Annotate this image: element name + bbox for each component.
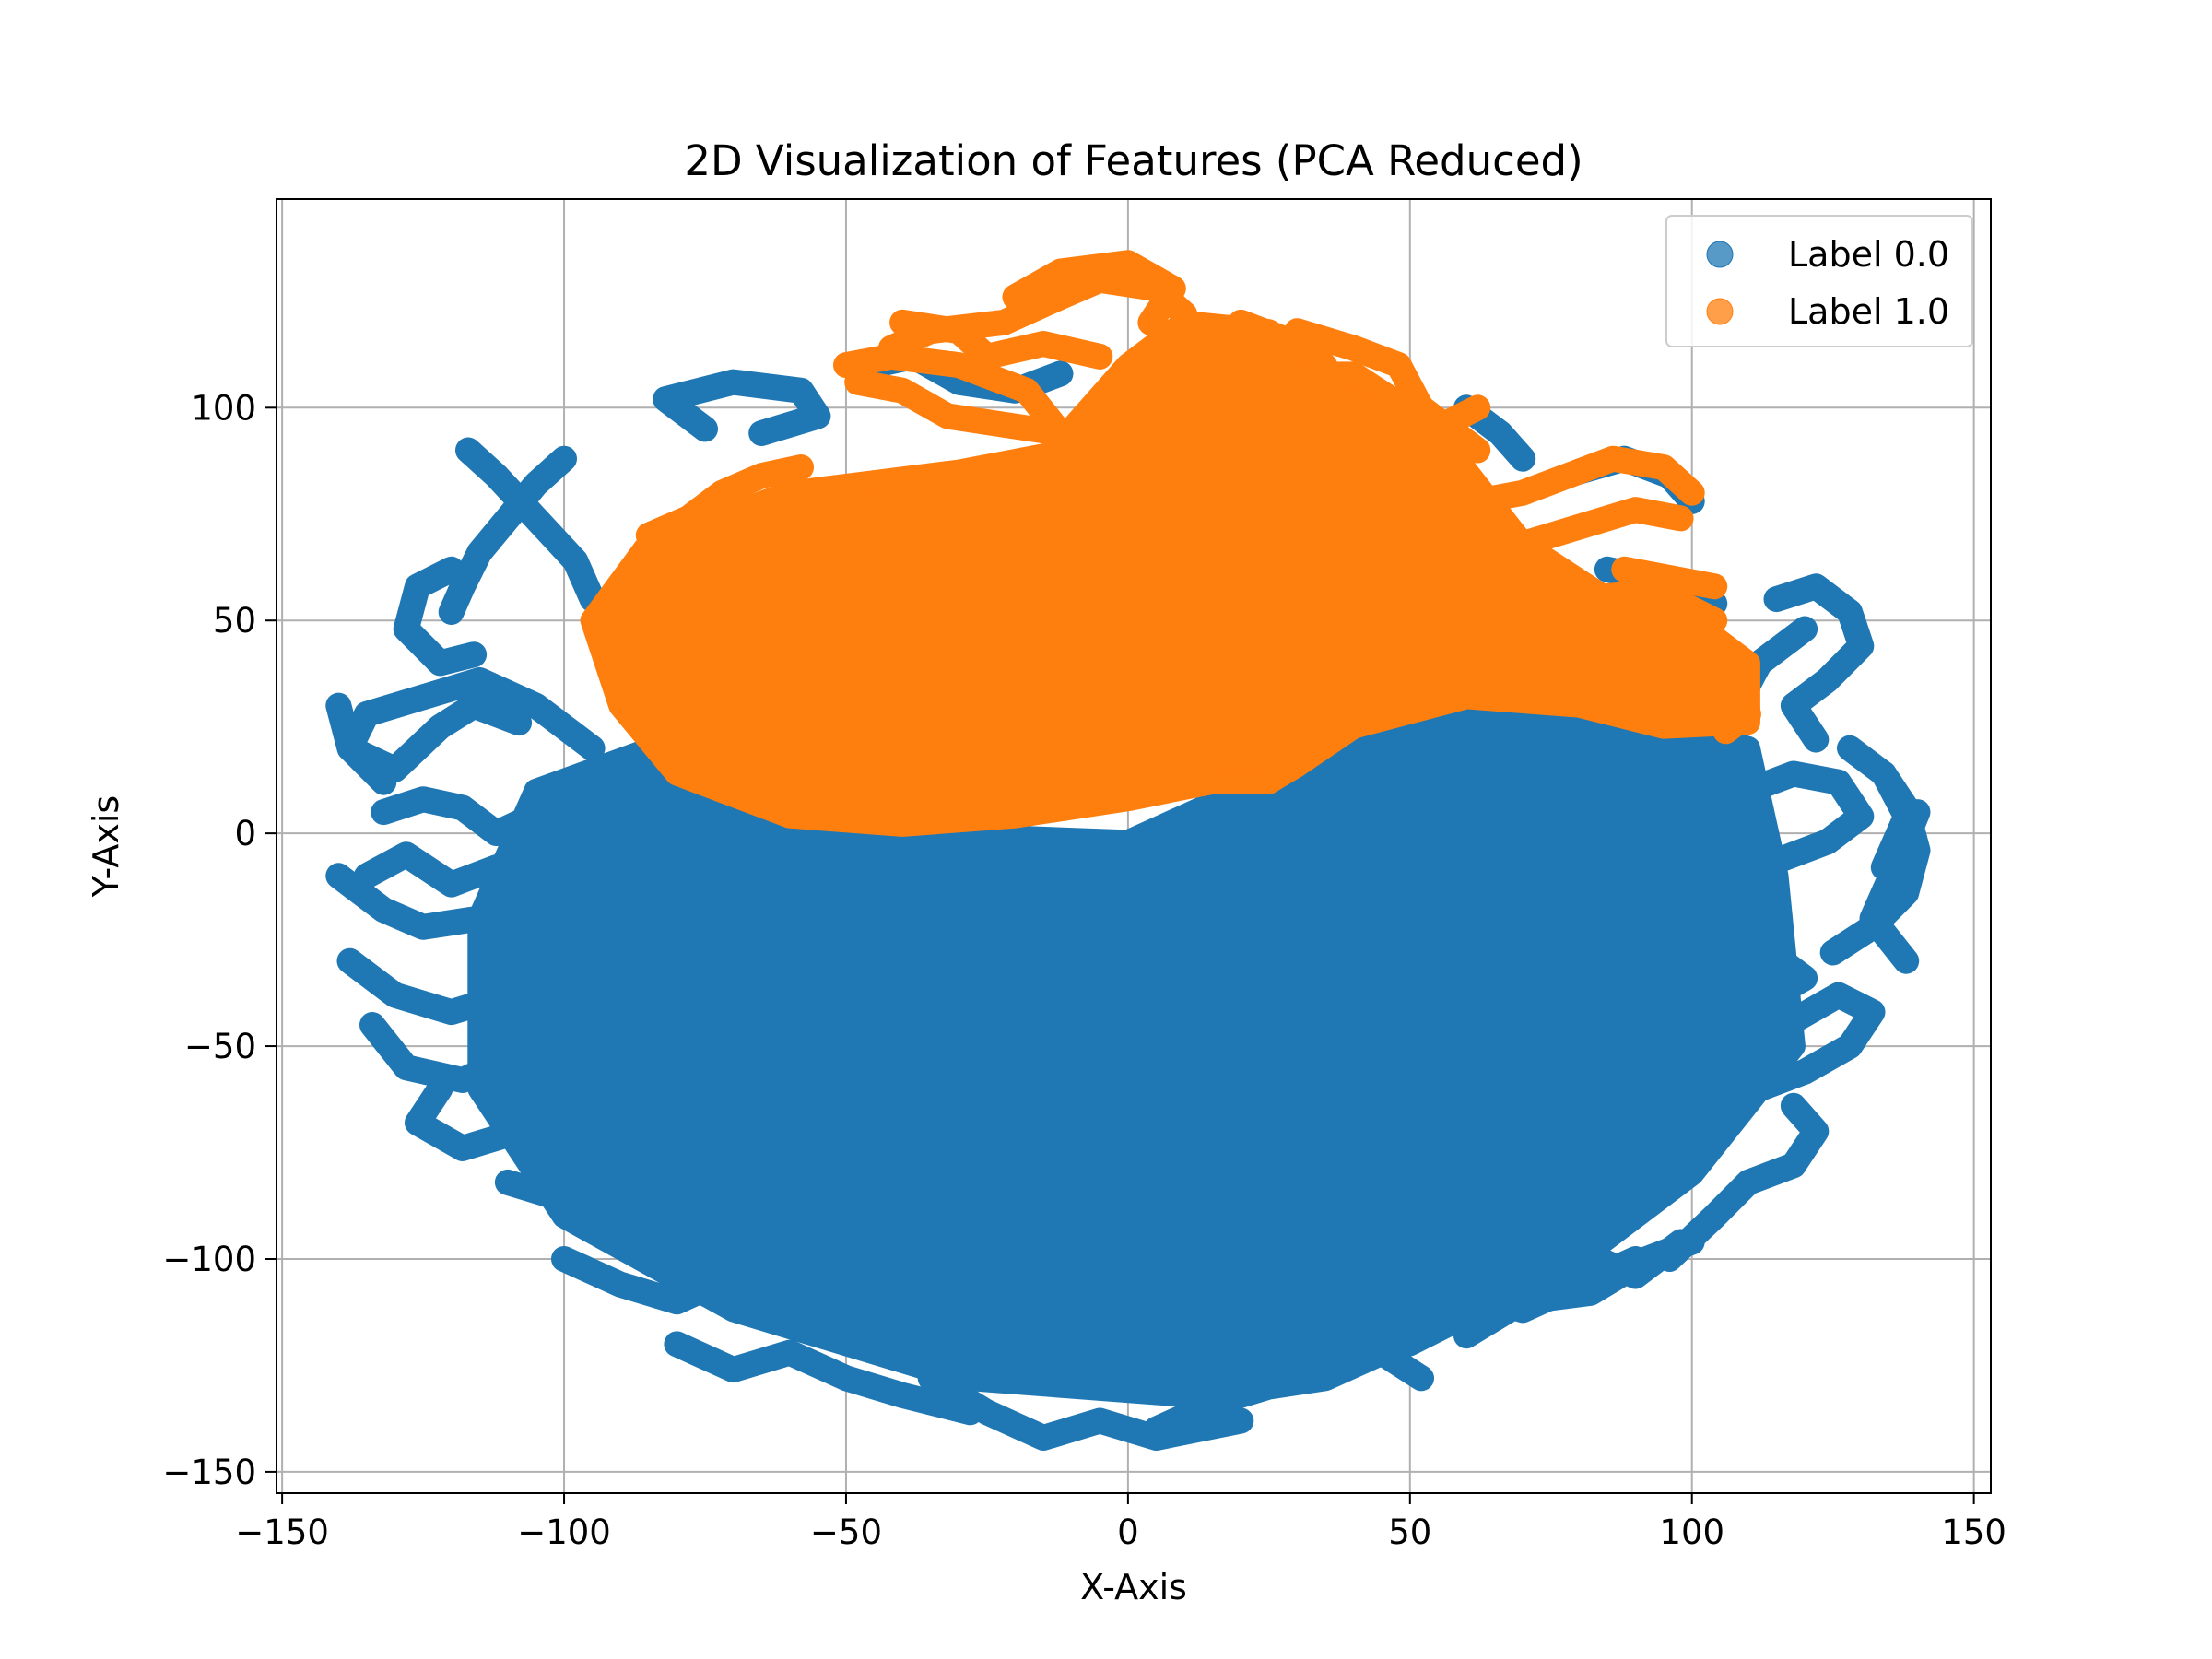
y-tick-label: −150 (162, 1453, 256, 1492)
point-trail (946, 1110, 1254, 1179)
legend-marker-label-1 (1706, 298, 1734, 325)
point-trail (584, 539, 712, 634)
point-trail (607, 905, 916, 974)
point-trail (325, 692, 533, 782)
point-trail (1284, 1194, 1593, 1255)
point-trail (551, 1246, 859, 1315)
point-trail (833, 343, 1074, 446)
point-trail (635, 454, 814, 548)
point-trail (1002, 250, 1186, 335)
point-trail (1228, 309, 1333, 370)
point-trail (393, 556, 488, 677)
plot-frame (276, 198, 1992, 1494)
y-tick-label: −100 (162, 1240, 256, 1279)
point-trail (1656, 1092, 1830, 1272)
axis-ticks: −150 −100 −50 0 50 100 150 −150 −100 −50 0 50 100 (162, 388, 2006, 1552)
x-axis-label: X-Axis (1080, 1567, 1187, 1607)
point-trail (635, 1041, 944, 1111)
y-tick-label: 0 (234, 814, 256, 853)
point-trail (1701, 871, 1818, 1042)
point-trail (776, 479, 893, 524)
y-axis-label: Y-Axis (86, 795, 126, 898)
x-tick-label: 0 (1117, 1512, 1139, 1552)
point-trail (1611, 556, 1728, 600)
chart-title: 2D Visualization of Features (PCA Reduce… (684, 136, 1583, 185)
legend-box (1665, 215, 1973, 347)
x-tick-label: −150 (235, 1512, 329, 1552)
point-trail (1633, 926, 1734, 1166)
point-trail (664, 1331, 983, 1426)
point-trail (1228, 999, 1479, 1068)
x-tick-label: 150 (1941, 1512, 2006, 1552)
point-trail (692, 1194, 1000, 1264)
x-tick-label: 50 (1388, 1512, 1431, 1552)
point-trail (889, 309, 1113, 370)
legend-entry-label-1: Label 1.0 (1788, 291, 1949, 332)
point-trail (371, 769, 589, 847)
point-trail (1763, 573, 1875, 753)
point-trail (1735, 760, 1875, 872)
y-tick-label: 100 (191, 388, 256, 428)
point-trail (1295, 369, 1491, 464)
point-trail (653, 369, 831, 446)
point-trail (359, 990, 645, 1093)
point-trail (1555, 582, 1728, 634)
point-trail (1143, 1339, 1434, 1442)
point-trail (455, 437, 606, 613)
point-trail (1747, 982, 1886, 1102)
scatter-points (325, 250, 1931, 1451)
legend-marker-label-0 (1706, 241, 1734, 268)
point-trail (1425, 445, 1705, 540)
point-trail (405, 1076, 577, 1161)
point-trail (1453, 497, 1694, 582)
point-trail (776, 1279, 1029, 1340)
point-trail (1002, 1288, 1311, 1358)
point-trail (438, 445, 577, 625)
point-trail (1837, 735, 1920, 881)
series-label-1 (580, 250, 1761, 837)
y-tick-label: 50 (213, 601, 256, 641)
x-tick-label: −50 (810, 1512, 882, 1552)
x-tick-label: 100 (1659, 1512, 1724, 1552)
point-trail (353, 841, 544, 914)
legend: Label 0.0 Label 1.0 (1665, 215, 1973, 347)
x-tick-label: −100 (517, 1512, 611, 1552)
point-trail (1340, 1084, 1638, 1153)
point-trail (1622, 650, 1750, 736)
legend-entry-label-0: Label 0.0 (1788, 234, 1949, 275)
point-trail (336, 913, 622, 1026)
point-trail (1453, 1229, 1694, 1298)
y-tick-label: −50 (184, 1027, 256, 1066)
